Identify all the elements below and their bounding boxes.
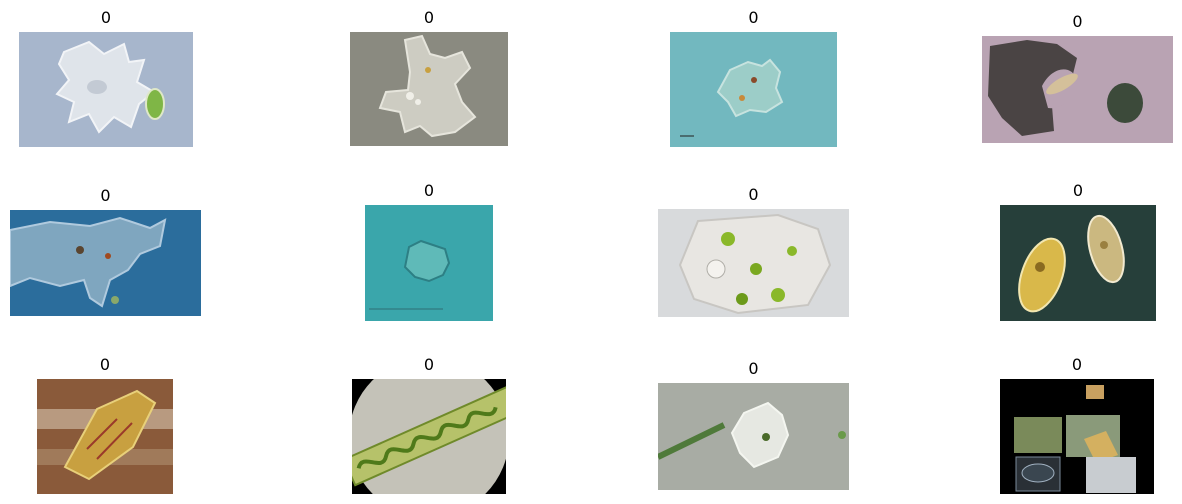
image-label: 0 bbox=[748, 359, 759, 378]
microscope-image-collage bbox=[1000, 379, 1154, 494]
microscope-image-amoeba-grey bbox=[350, 32, 508, 146]
image-label: 0 bbox=[748, 8, 759, 27]
image-label: 0 bbox=[100, 186, 111, 205]
microscope-image-diatom bbox=[37, 379, 173, 494]
microscope-image-paramecium-pair bbox=[1000, 205, 1156, 321]
microscope-image-small-amoeba-teal bbox=[365, 205, 493, 321]
image-label: 0 bbox=[99, 355, 111, 374]
microscope-image-amoeba-teal bbox=[670, 32, 837, 147]
microscope-image-amoeba-blue bbox=[10, 210, 201, 316]
image-label: 0 bbox=[423, 8, 435, 27]
microscope-image-amoeba-filament bbox=[658, 383, 849, 490]
microscope-image-amoeba-engulfing bbox=[982, 36, 1173, 143]
microscope-image-amoeba-vacuoles bbox=[658, 209, 849, 317]
image-label: 0 bbox=[423, 181, 435, 200]
image-label: 0 bbox=[423, 355, 435, 374]
image-label: 0 bbox=[1072, 12, 1083, 31]
image-label: 0 bbox=[1072, 181, 1084, 200]
image-label: 0 bbox=[748, 185, 759, 204]
microscope-image-spirogyra bbox=[352, 379, 506, 494]
image-label: 0 bbox=[100, 8, 112, 27]
image-label: 0 bbox=[1071, 355, 1083, 374]
microscope-image-amoeba-green-cell bbox=[19, 32, 193, 147]
